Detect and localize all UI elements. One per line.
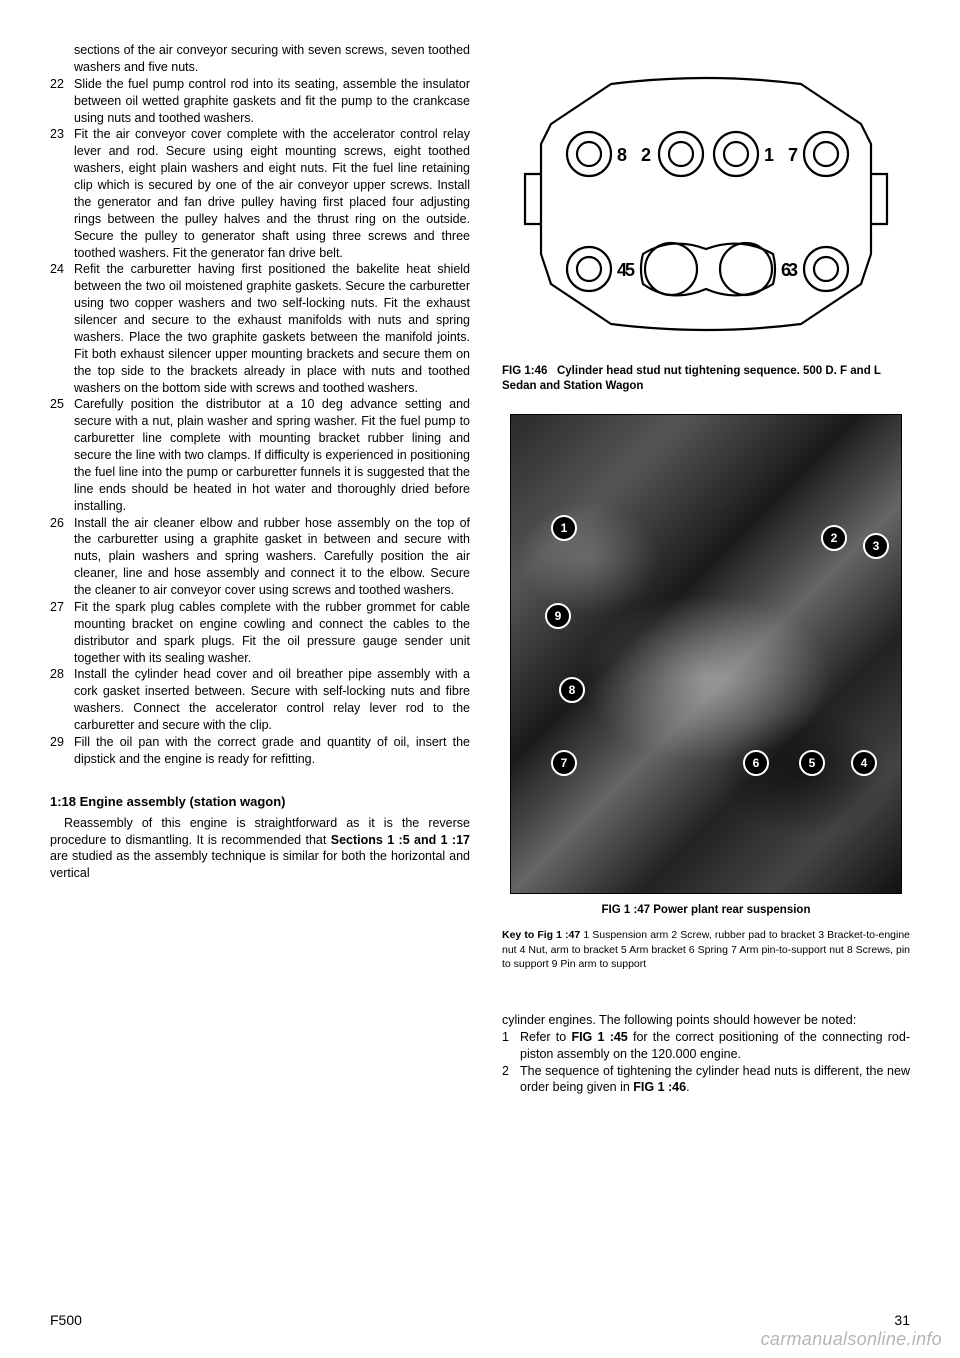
- stud-label-2: 2: [641, 145, 651, 165]
- photo-callout-3: 3: [863, 533, 889, 559]
- item-number: 27: [50, 599, 74, 667]
- list-item: 26 Install the air cleaner elbow and rub…: [50, 515, 470, 599]
- item-number: 25: [50, 396, 74, 514]
- stud-label-5: 5: [625, 260, 635, 280]
- note-span: The sequence of tightening the cylinder …: [520, 1064, 910, 1095]
- item-text: Install the cylinder head cover and oil …: [74, 666, 470, 734]
- item-number: 26: [50, 515, 74, 599]
- list-item: 23 Fit the air conveyor cover complete w…: [50, 126, 470, 261]
- item-text: Fill the oil pan with the correct grade …: [74, 734, 470, 768]
- fig-caption-text: Cylinder head stud nut tightening sequen…: [502, 365, 881, 392]
- key-label: Key to Fig 1 :47: [502, 929, 580, 941]
- stud-label-1: 1: [764, 145, 774, 165]
- right-column: 8 2 1 7 4 5 6 3 FIG 1:46 Cylinder head s…: [502, 42, 910, 1096]
- photo-shading: [511, 415, 901, 893]
- continuation-text: sections of the air conveyor securing wi…: [50, 42, 470, 76]
- body-bold: Sections 1 :5 and 1 :17: [331, 833, 470, 847]
- watermark: carmanualsonline.info: [761, 1329, 942, 1350]
- note-span: .: [686, 1080, 689, 1094]
- note-text: The sequence of tightening the cylinder …: [520, 1063, 910, 1097]
- note-item: 1 Refer to FIG 1 :45 for the correct pos…: [502, 1029, 910, 1063]
- body-text: are studied as the assembly technique is…: [50, 849, 470, 880]
- fig-1-47-key: Key to Fig 1 :47 1 Suspension arm 2 Scre…: [502, 928, 910, 972]
- item-text: Fit the air conveyor cover complete with…: [74, 126, 470, 261]
- section-body: Reassembly of this engine is straightfor…: [50, 815, 470, 883]
- fig-1-46-diagram: 8 2 1 7 4 5 6 3: [511, 54, 901, 354]
- numbered-list: 22 Slide the fuel pump control rod into …: [50, 76, 470, 768]
- item-number: 24: [50, 261, 74, 396]
- note-bold: FIG 1 :45: [571, 1030, 627, 1044]
- photo-callout-7: 7: [551, 750, 577, 776]
- fig-1-46-caption: FIG 1:46 Cylinder head stud nut tighteni…: [502, 364, 910, 394]
- footer-page-number: 31: [894, 1312, 910, 1328]
- list-item: 24 Refit the carburetter having first po…: [50, 261, 470, 396]
- stud-label-7: 7: [788, 145, 798, 165]
- note-number: 2: [502, 1063, 520, 1097]
- list-item: 25 Carefully position the distributor at…: [50, 396, 470, 514]
- stud-label-3: 3: [788, 260, 798, 280]
- two-column-layout: sections of the air conveyor securing wi…: [50, 42, 910, 1096]
- item-number: 29: [50, 734, 74, 768]
- manual-page: sections of the air conveyor securing wi…: [0, 0, 960, 1358]
- stud-label-8: 8: [617, 145, 627, 165]
- photo-callout-6: 6: [743, 750, 769, 776]
- fig-caption-prefix: FIG 1:46: [502, 365, 547, 377]
- fig-1-47-caption: FIG 1 :47 Power plant rear suspension: [502, 904, 910, 916]
- list-item: 29 Fill the oil pan with the correct gra…: [50, 734, 470, 768]
- body-para: cylinder engines. The following points s…: [502, 1012, 910, 1029]
- item-number: 28: [50, 666, 74, 734]
- section-heading: 1:18 Engine assembly (station wagon): [50, 794, 470, 809]
- note-text: Refer to FIG 1 :45 for the correct posit…: [520, 1029, 910, 1063]
- list-item: 28 Install the cylinder head cover and o…: [50, 666, 470, 734]
- list-item: 22 Slide the fuel pump control rod into …: [50, 76, 470, 127]
- note-span: Refer to: [520, 1030, 571, 1044]
- photo-callout-8: 8: [559, 677, 585, 703]
- note-item: 2 The sequence of tightening the cylinde…: [502, 1063, 910, 1097]
- note-number: 1: [502, 1029, 520, 1063]
- photo-callout-5: 5: [799, 750, 825, 776]
- item-text: Fit the spark plug cables complete with …: [74, 599, 470, 667]
- item-number: 23: [50, 126, 74, 261]
- photo-callout-4: 4: [851, 750, 877, 776]
- photo-callout-1: 1: [551, 515, 577, 541]
- item-text: Carefully position the distributor at a …: [74, 396, 470, 514]
- item-text: Slide the fuel pump control rod into its…: [74, 76, 470, 127]
- item-text: Refit the carburetter having first posit…: [74, 261, 470, 396]
- item-text: Install the air cleaner elbow and rubber…: [74, 515, 470, 599]
- fig-1-47-photo: 1 2 3 4 5 6 7 8 9: [510, 414, 902, 894]
- note-bold: FIG 1 :46: [633, 1080, 686, 1094]
- left-column: sections of the air conveyor securing wi…: [50, 42, 470, 1096]
- footer-left: F500: [50, 1312, 82, 1328]
- photo-callout-2: 2: [821, 525, 847, 551]
- photo-callout-9: 9: [545, 603, 571, 629]
- list-item: 27 Fit the spark plug cables complete wi…: [50, 599, 470, 667]
- item-number: 22: [50, 76, 74, 127]
- right-body-text: cylinder engines. The following points s…: [502, 1012, 910, 1096]
- page-footer: F500 31: [50, 1312, 910, 1328]
